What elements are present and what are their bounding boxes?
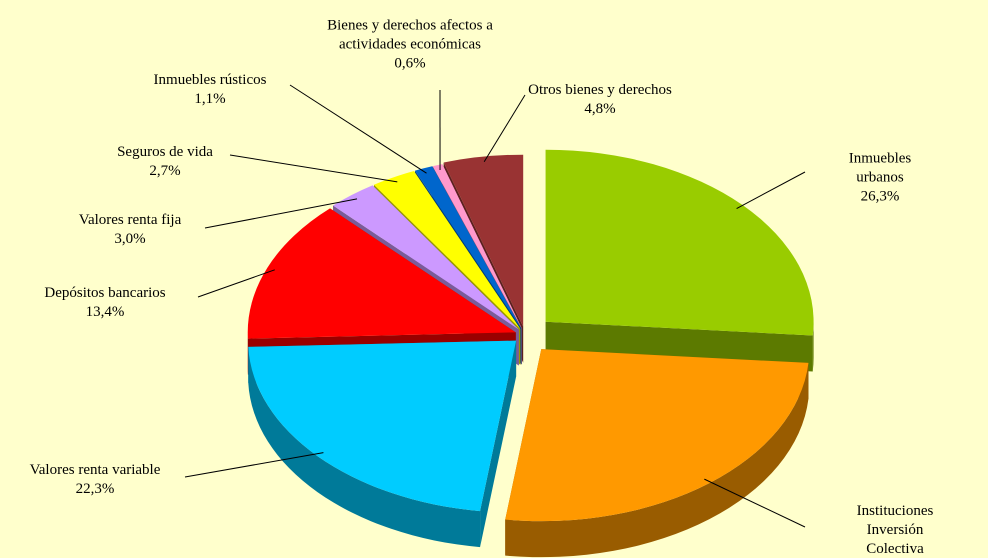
slice-label: Instituciones Inversión Colectiva25,9% (849, 502, 942, 558)
category-label: Valores renta fija (78, 212, 182, 228)
slice (432, 164, 522, 329)
slice-wall (812, 321, 814, 372)
slice-label: Seguros de vida 2,7% (117, 143, 213, 181)
slice (333, 185, 519, 330)
category-label: Otros bienes y derechos (528, 82, 672, 98)
category-label: Inmuebles urbanos (848, 150, 912, 186)
leader-line (204, 198, 358, 229)
category-label: Inmuebles rústicos (153, 72, 267, 88)
leader-line (704, 478, 806, 528)
slice-wall (248, 346, 481, 548)
leader-line (483, 94, 526, 163)
slice-side (480, 340, 517, 548)
leader-line (184, 452, 324, 478)
slice (415, 166, 522, 329)
slice (443, 154, 524, 327)
slice (545, 149, 814, 336)
slice (505, 349, 809, 522)
value-label: 3,0% (114, 231, 146, 247)
category-label: Valores renta variable (29, 462, 161, 478)
slice-label: Depósitos bancarios 13,4% (44, 284, 165, 322)
slice (247, 208, 516, 339)
value-label: 0,6% (394, 55, 426, 72)
value-label: 26,3% (860, 188, 900, 205)
slice-label: Inmuebles rústicos 1,1% (154, 71, 267, 109)
leader-line (736, 171, 806, 209)
slice-wall (505, 362, 809, 558)
leader-line (197, 269, 275, 298)
slice-label: Valores renta variable 22,3% (30, 461, 161, 499)
slice (373, 170, 521, 329)
value-label: 1,1% (194, 91, 226, 107)
value-label: 22,3% (75, 481, 115, 497)
leader-line (289, 84, 427, 174)
value-label: 2,7% (149, 163, 181, 179)
slice-label: Valores renta fija 3,0% (79, 211, 181, 249)
category-label: Depósitos bancarios (44, 285, 166, 301)
category-label: Bienes y derechos afectos a actividades … (327, 17, 493, 53)
slice-label: Otros bienes y derechos 4,8% (528, 81, 672, 119)
value-label: 4,8% (584, 101, 616, 117)
slice (248, 340, 517, 512)
category-label: Seguros de vida (117, 144, 213, 160)
leader-line (229, 154, 398, 183)
slice-label: Inmuebles urbanos 26,3% (826, 150, 934, 207)
category-label: Instituciones Inversión Colectiva (856, 503, 934, 557)
value-label: 13,4% (85, 304, 125, 320)
slice-label: Bienes y derechos afectos a actividades … (327, 17, 493, 74)
